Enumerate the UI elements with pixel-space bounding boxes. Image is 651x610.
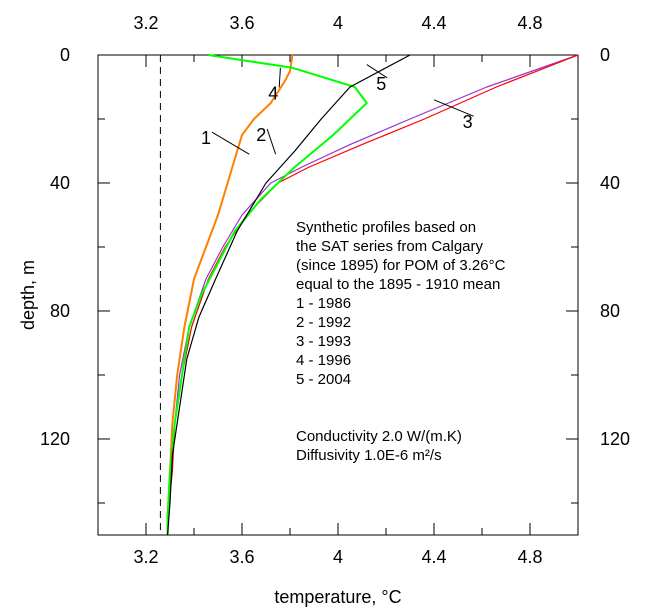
x-tick-label-bottom: 4: [333, 547, 343, 567]
series-line-5: [167, 54, 411, 536]
x-tick-label-bottom: 4.8: [517, 547, 542, 567]
properties-line: Conductivity 2.0 W/(m.K): [296, 428, 462, 445]
curve-leader-line: [266, 128, 277, 155]
axis-tick-labels: 3.2 3.2 3.6 3.6 4 4 4.4 4.4 4.8 4.8 0 0 40 40 80 80 120 1…: [40, 13, 630, 567]
annotation-line: the SAT series from Calgary: [296, 238, 484, 255]
series-line-4: [166, 54, 368, 535]
curve-label-5: 5: [376, 74, 386, 94]
annotation-line: 5 - 2004: [296, 371, 351, 388]
annotation-line: 3 - 1993: [296, 333, 351, 350]
curve-label-4: 4: [268, 83, 278, 103]
y-tick-label-right: 40: [600, 173, 620, 193]
curve-label-leaders: [211, 64, 474, 155]
annotation-line: 4 - 1996: [296, 352, 351, 369]
y-tick-label-right: 120: [600, 429, 630, 449]
x-tick-label-top: 4.8: [517, 13, 542, 33]
x-tick-label-bottom: 3.6: [229, 547, 254, 567]
y-tick-label-left: 0: [60, 45, 70, 65]
curve-leader-line: [366, 64, 388, 79]
annotation-line: Synthetic profiles based on: [296, 219, 476, 236]
annotation-line: equal to the 1895 - 1910 mean: [296, 276, 500, 293]
curve-label-2: 2: [256, 125, 266, 145]
y-axis-title: depth, m: [18, 260, 38, 330]
y-tick-label-right: 80: [600, 301, 620, 321]
y-tick-label-right: 0: [600, 45, 610, 65]
x-tick-label-top: 4.4: [421, 13, 446, 33]
x-tick-label-top: 4: [333, 13, 343, 33]
annotation-line: (since 1895) for POM of 3.26°C: [296, 257, 506, 274]
y-tick-label-left: 80: [50, 301, 70, 321]
series-line-3: [167, 54, 579, 535]
axis-ticks: [97, 54, 579, 535]
curve-leader-line: [433, 99, 474, 117]
curve-leader-line: [211, 131, 250, 155]
y-tick-label-left: 120: [40, 429, 70, 449]
curve-label-3: 3: [463, 112, 473, 132]
annotation-line: 2 - 1992: [296, 314, 351, 331]
curve-label-1: 1: [201, 128, 211, 148]
x-tick-label-bottom: 3.2: [133, 547, 158, 567]
y-tick-label-left: 40: [50, 173, 70, 193]
annotation-line: 1 - 1986: [296, 295, 351, 312]
curve-labels: 1 2 3 4 5: [201, 74, 473, 148]
x-tick-label-bottom: 4.4: [421, 547, 446, 567]
x-axis-title: temperature, °C: [274, 587, 401, 607]
curve-leader-line: [278, 67, 281, 88]
x-tick-label-top: 3.2: [133, 13, 158, 33]
series-line-1: [166, 54, 294, 535]
properties-line: Diffusivity 1.0E-6 m²/s: [296, 447, 442, 464]
x-tick-label-top: 3.6: [229, 13, 254, 33]
series-group: [166, 54, 579, 536]
